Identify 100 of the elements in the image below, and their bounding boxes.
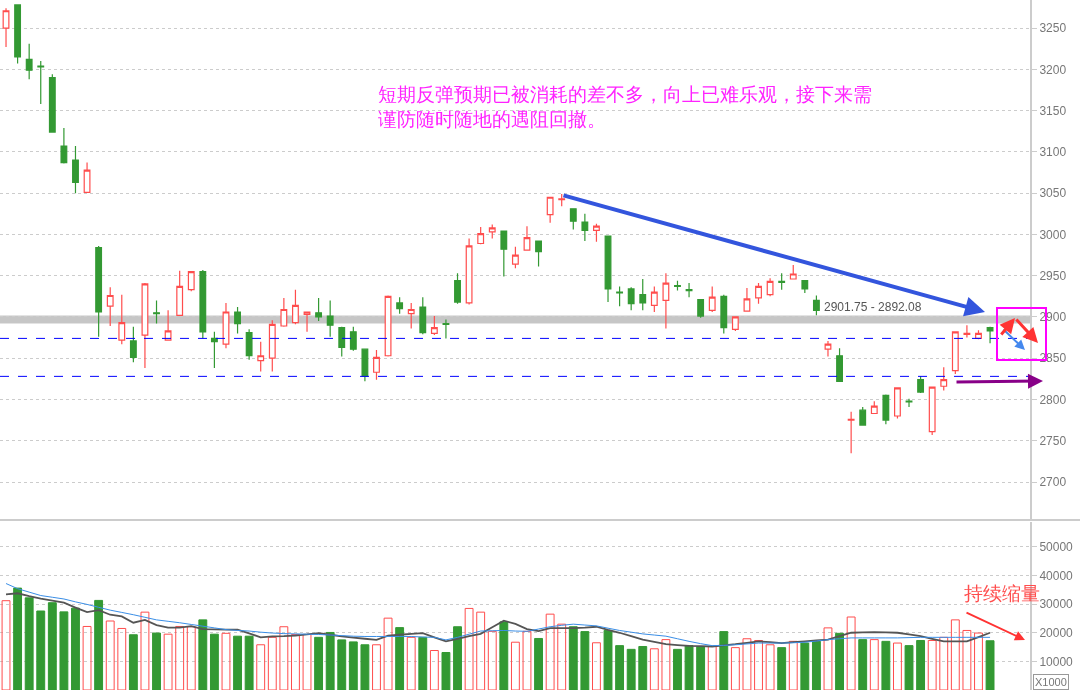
bar <box>788 640 798 690</box>
bar <box>314 636 324 690</box>
candlestick <box>25 43 33 80</box>
y-tick-label: 3250 <box>1039 21 1067 36</box>
bar <box>510 641 520 690</box>
y-tick-label: 50000 <box>1039 540 1074 555</box>
candlestick <box>581 213 589 242</box>
candlestick <box>83 162 91 193</box>
candlestick <box>488 223 496 240</box>
candlestick <box>129 326 137 363</box>
candlestick <box>303 311 311 333</box>
bar <box>140 611 150 690</box>
y-tick-label: 2700 <box>1039 475 1067 490</box>
y-tick-label: 3150 <box>1039 103 1067 118</box>
bar <box>233 635 242 690</box>
candlestick <box>315 297 323 322</box>
candlestick <box>720 294 728 335</box>
bar <box>811 640 821 690</box>
bar <box>846 616 856 690</box>
candlestick <box>396 296 404 315</box>
candlestick <box>812 294 820 316</box>
y-tick-label: 30000 <box>1039 597 1074 612</box>
candlestick <box>662 272 670 330</box>
candlestick <box>349 326 357 352</box>
candlestick <box>847 411 855 454</box>
candlestick <box>338 326 346 358</box>
y-tick-label: 10000 <box>1039 654 1074 669</box>
candlestick <box>616 285 624 307</box>
candlestick <box>789 264 797 280</box>
candlestick <box>234 306 241 335</box>
y-tick-label: 2800 <box>1039 392 1067 407</box>
candlestick <box>153 299 160 325</box>
candlestick <box>210 331 218 369</box>
bar <box>36 610 46 690</box>
bar <box>626 648 636 690</box>
candlestick <box>685 282 693 298</box>
bar <box>302 633 312 690</box>
candlestick <box>118 294 126 345</box>
candlestick <box>511 246 519 269</box>
text: X1000 <box>1035 676 1067 688</box>
candlestick <box>940 366 948 391</box>
candlestick <box>292 289 299 325</box>
candlestick <box>222 302 230 349</box>
bar <box>557 623 567 690</box>
candlestick <box>674 280 681 292</box>
y-tick-label: 3100 <box>1039 145 1067 160</box>
bar <box>406 636 416 690</box>
bar <box>939 636 949 690</box>
candlestick <box>639 278 647 311</box>
candlestick <box>894 387 901 420</box>
candlestick <box>836 347 843 382</box>
candlestick <box>407 302 415 330</box>
bar <box>337 639 347 690</box>
candlestick <box>48 73 56 133</box>
bar <box>13 587 23 690</box>
bar <box>267 636 277 690</box>
candlestick <box>801 280 809 294</box>
candlestick <box>986 326 994 344</box>
bar <box>985 640 995 690</box>
bar <box>707 645 717 690</box>
bar <box>418 636 428 690</box>
annotation: 持续缩量 <box>964 583 1040 604</box>
candlestick <box>268 319 276 373</box>
bar <box>128 634 138 690</box>
bar <box>175 625 185 690</box>
candlestick <box>419 296 427 335</box>
candlestick <box>72 145 79 194</box>
bar <box>372 644 381 690</box>
candlestick <box>859 406 867 426</box>
bar <box>279 626 289 690</box>
candlestick <box>465 237 473 306</box>
bar <box>673 648 682 690</box>
candlestick <box>95 245 103 338</box>
candlestick <box>905 398 913 408</box>
candlestick <box>280 297 288 328</box>
candlestick <box>477 226 485 245</box>
bar <box>800 642 810 690</box>
candlestick <box>558 193 566 207</box>
candlestick <box>326 299 334 338</box>
candlestick <box>569 208 577 231</box>
candlestick <box>546 196 554 224</box>
bar <box>499 621 509 690</box>
y-tick-label: 3200 <box>1039 62 1067 77</box>
candlestick <box>60 127 68 165</box>
y-tick-label: 2950 <box>1039 268 1067 283</box>
bar <box>360 644 370 690</box>
candlestick <box>650 285 658 313</box>
bar <box>383 617 393 690</box>
bar <box>487 630 497 690</box>
bar <box>881 640 891 690</box>
bar <box>291 633 300 690</box>
bar <box>453 626 462 690</box>
bar <box>765 644 775 690</box>
candlestick <box>164 309 172 341</box>
bar <box>429 650 439 690</box>
bar <box>592 642 601 690</box>
candlestick <box>755 282 762 305</box>
bar <box>568 626 578 690</box>
candlestick <box>454 272 461 305</box>
candlestick <box>523 225 531 251</box>
